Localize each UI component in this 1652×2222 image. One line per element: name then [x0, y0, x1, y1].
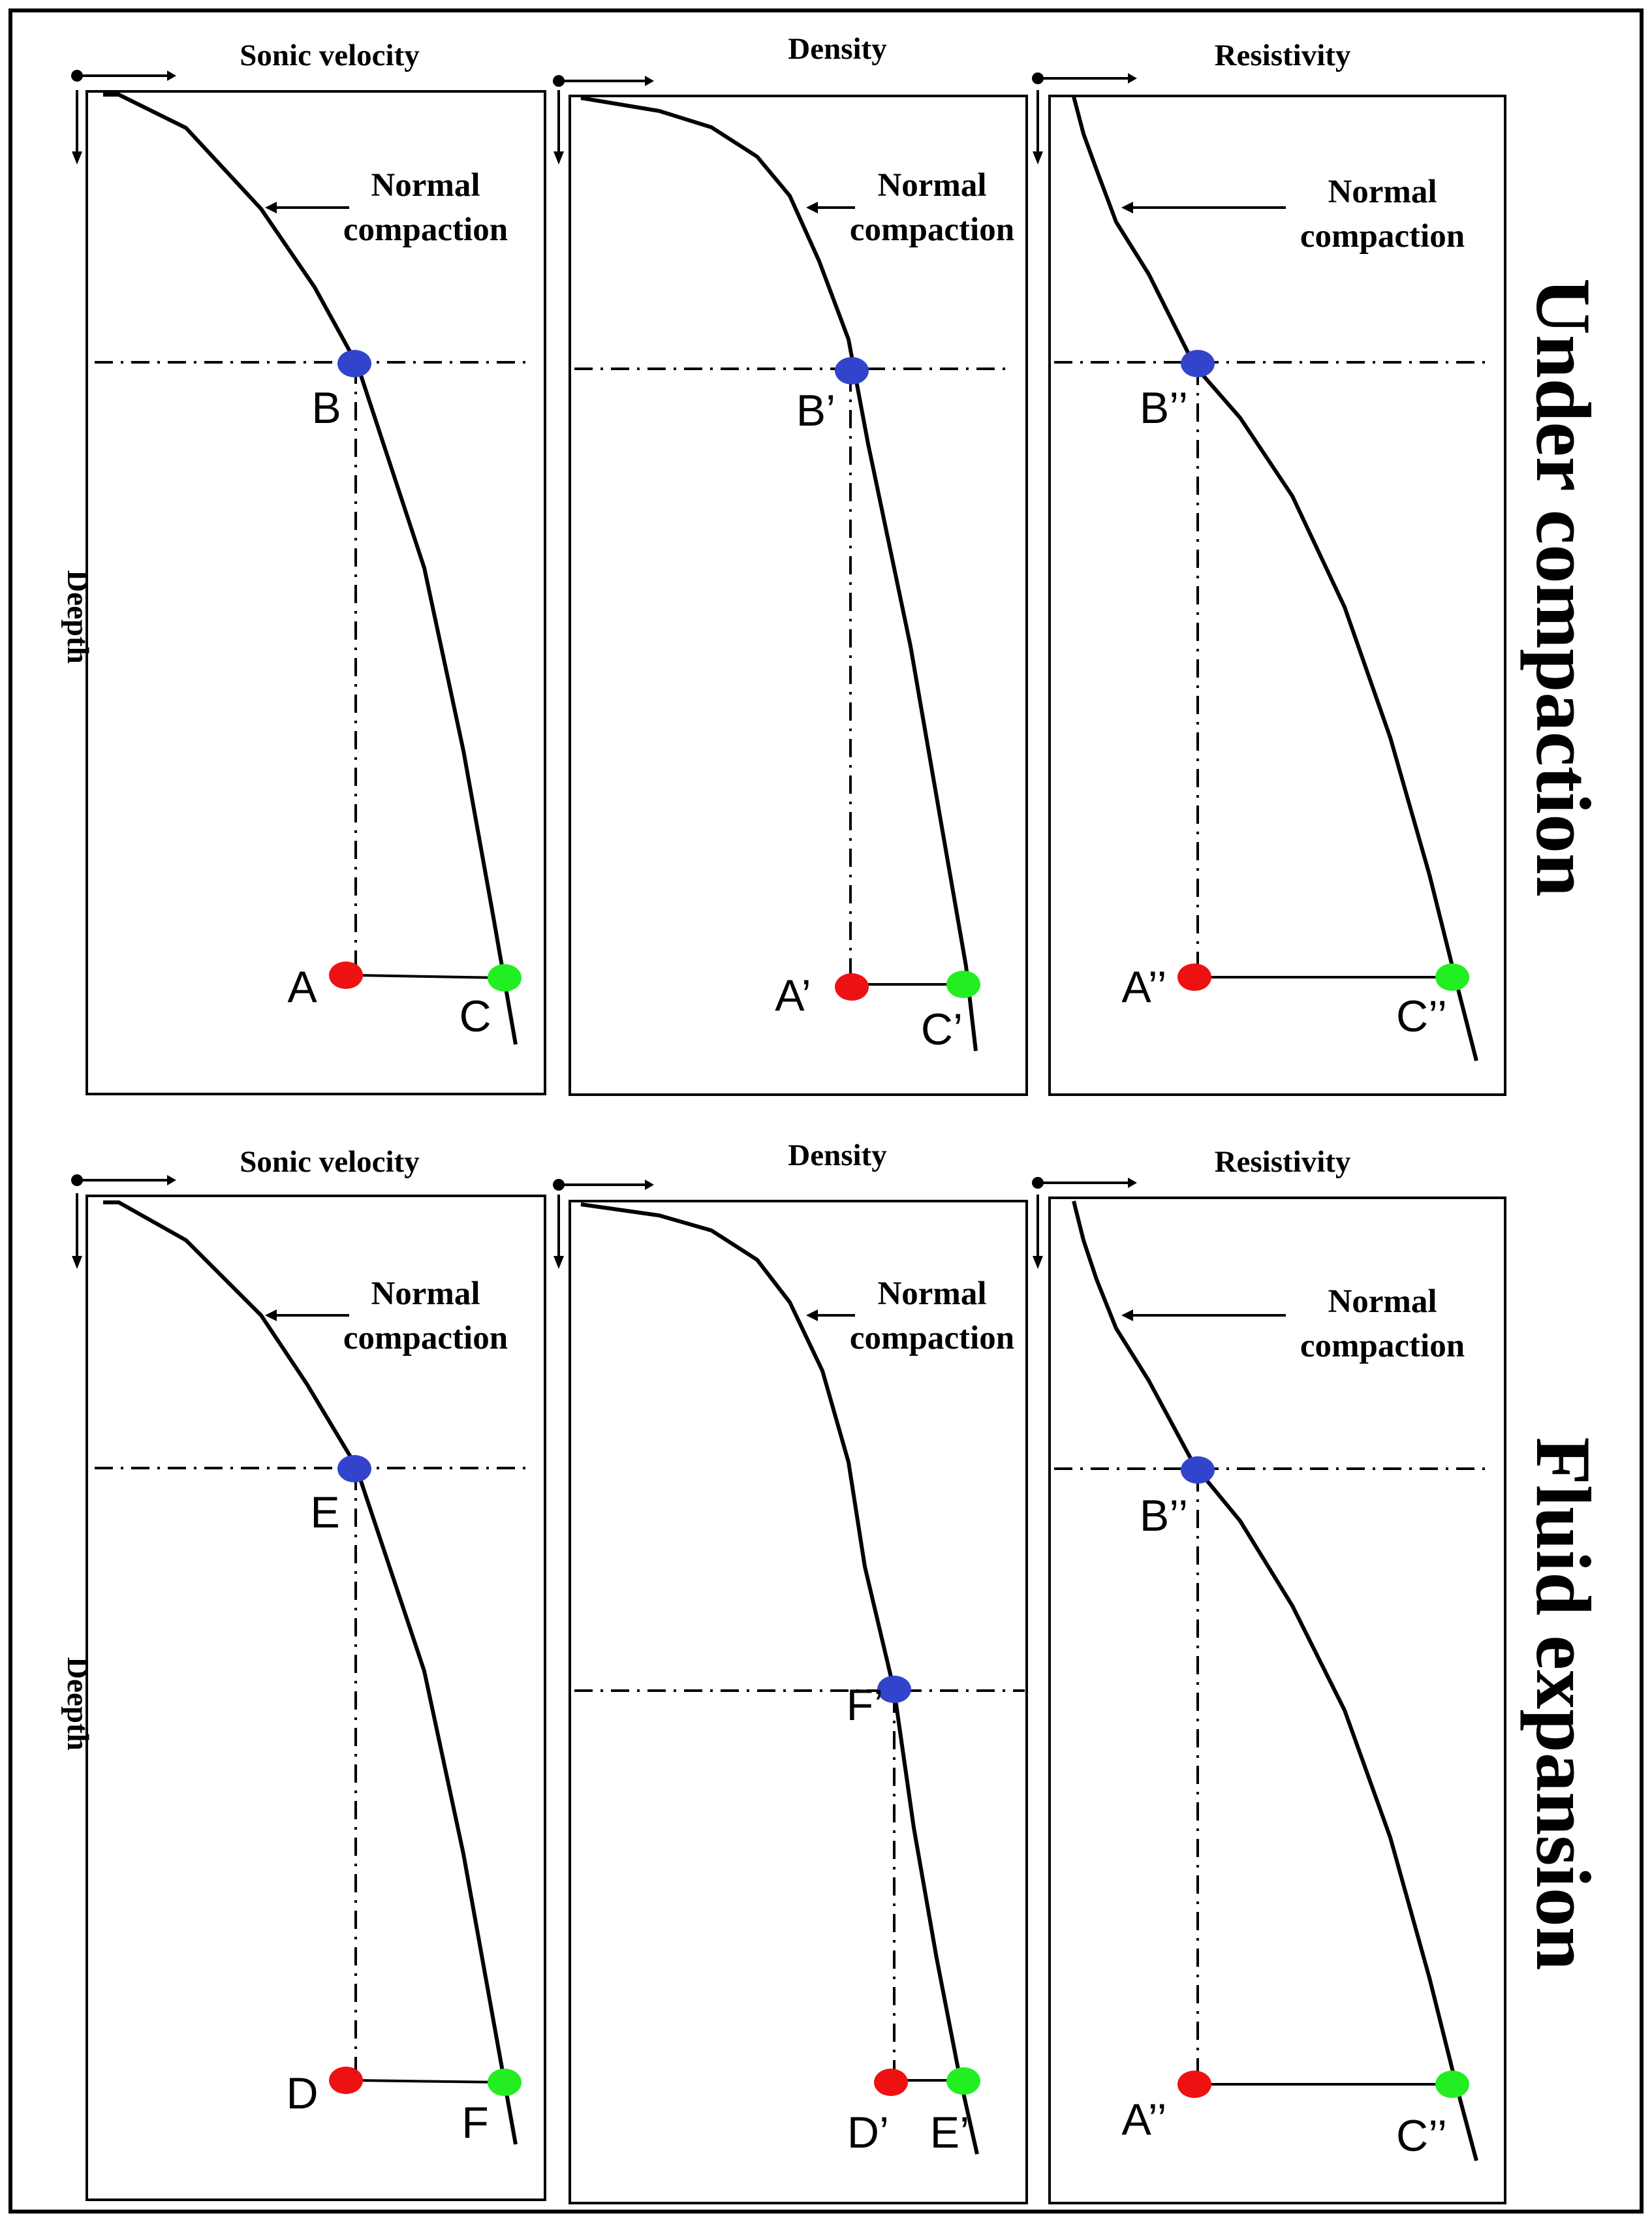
- normal-compaction-curve: [103, 93, 518, 1045]
- marker-bottom-left: [329, 962, 363, 989]
- marker-bottom-right: [1435, 963, 1469, 991]
- label-marker-top: B’’: [1140, 383, 1188, 433]
- panel-sonic-velocity-under: Sonic velocity Normal compaction B A C: [71, 39, 546, 1095]
- label-marker-bottom-left: D’: [847, 2108, 889, 2157]
- annotation-line2: compaction: [850, 1320, 1014, 1356]
- marker-bottom-left: [329, 2067, 363, 2094]
- panel-title: Sonic velocity: [240, 1145, 420, 1179]
- depth-axis-label: Deepth: [61, 1657, 95, 1751]
- annotation-line1: Normal: [371, 167, 480, 204]
- label-marker-bottom-right: C’’: [1396, 992, 1447, 1041]
- annotation-line2: compaction: [343, 211, 508, 248]
- normal-compaction-curve: [1072, 1200, 1478, 2161]
- annotation-line1: Normal: [371, 1275, 480, 1312]
- panel-title: Density: [788, 1138, 887, 1172]
- annotation-line1: Normal: [877, 1275, 986, 1312]
- marker-top: [337, 350, 371, 377]
- normal-compaction-curve: [580, 96, 978, 1052]
- panel-title: Density: [788, 32, 887, 66]
- annotation-line2: compaction: [1300, 1328, 1465, 1364]
- label-marker-top: F’: [847, 1680, 884, 1730]
- label-marker-bottom-left: D: [286, 2069, 318, 2118]
- marker-top: [835, 357, 869, 384]
- label-marker-bottom-right: C: [459, 992, 491, 1041]
- marker-bottom-left: [1177, 963, 1211, 991]
- label-marker-top: E: [310, 1488, 339, 1537]
- section-label-under-compaction: Under compaction: [1520, 278, 1607, 897]
- marker-top: [1181, 1456, 1215, 1484]
- annotation-line1: Normal: [1328, 174, 1437, 210]
- outer-frame: [8, 8, 1644, 2214]
- panel-title: Resistivity: [1215, 39, 1351, 72]
- panel-frame: [86, 90, 546, 1095]
- panel-title: Sonic velocity: [240, 39, 420, 72]
- marker-bottom-right: [488, 964, 522, 992]
- panel-title: Resistivity: [1215, 1145, 1351, 1179]
- marker-bottom-left: [874, 2069, 908, 2096]
- label-marker-bottom-left: A’’: [1121, 962, 1166, 1012]
- panel-frame: [1048, 1197, 1506, 2204]
- marker-bottom-left: [1177, 2071, 1211, 2098]
- panel-frame: [86, 1195, 546, 2201]
- panel-frame: [569, 95, 1028, 1096]
- label-marker-bottom-left: A: [287, 962, 317, 1012]
- label-marker-bottom-right: C’’: [1396, 2111, 1447, 2161]
- annotation-line2: compaction: [1300, 218, 1465, 255]
- label-marker-top: B: [311, 383, 341, 433]
- panel-density-under: Density Normal compaction B’ A’ C’: [553, 32, 1028, 1096]
- section-label-fluid-expansion: Fluid expansion: [1520, 1437, 1607, 1971]
- annotation-line1: Normal: [1328, 1283, 1437, 1320]
- marker-bottom-right: [946, 2067, 980, 2095]
- normal-compaction-curve: [580, 1202, 979, 2155]
- panel-sonic-velocity-fluid: Sonic velocity Normal compaction E D F: [71, 1145, 546, 2201]
- marker-top: [1181, 350, 1215, 377]
- depth-axis-label: Deepth: [61, 570, 95, 664]
- panel-frame: [569, 1200, 1028, 2204]
- panel-density-fluid: Density Normal compaction F’ D’ E’: [553, 1138, 1028, 2204]
- marker-top: [877, 1676, 911, 1703]
- label-marker-top: B’’: [1140, 1491, 1188, 1541]
- label-marker-bottom-left: A’’: [1121, 2095, 1166, 2144]
- marker-bottom-right: [946, 971, 980, 998]
- panel-frame: [1048, 95, 1506, 1096]
- normal-compaction-curve: [103, 1200, 518, 2145]
- marker-bottom-right: [1435, 2071, 1469, 2098]
- marker-top: [337, 1455, 371, 1482]
- panel-resistivity-fluid: Resistivity Normal compaction B’’ A’’ C’…: [1032, 1145, 1506, 2204]
- label-marker-bottom-right: E’: [930, 2108, 969, 2157]
- normal-compaction-curve: [1072, 96, 1478, 1061]
- annotation-line2: compaction: [850, 211, 1014, 248]
- label-marker-top: B’: [796, 386, 835, 435]
- label-marker-bottom-left: A’: [775, 971, 811, 1020]
- panel-resistivity-under: Resistivity Normal compaction B’’ A’’ C’…: [1032, 39, 1506, 1096]
- annotation-line1: Normal: [877, 167, 986, 204]
- marker-bottom-left: [835, 973, 869, 1001]
- annotation-line2: compaction: [343, 1320, 508, 1356]
- marker-bottom-right: [488, 2069, 522, 2096]
- label-marker-bottom-right: C’: [921, 1005, 963, 1054]
- label-marker-bottom-right: F: [461, 2098, 489, 2148]
